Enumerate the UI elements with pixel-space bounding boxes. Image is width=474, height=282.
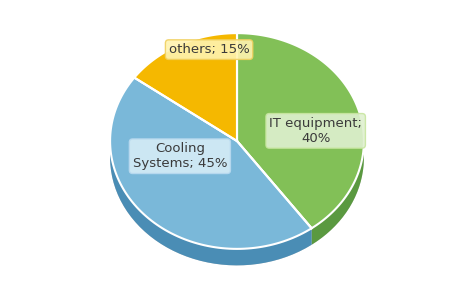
Polygon shape [110,142,311,265]
Polygon shape [134,33,237,141]
Polygon shape [311,143,364,245]
Text: IT equipment;
40%: IT equipment; 40% [269,117,362,145]
Polygon shape [237,33,364,228]
Text: Cooling
Systems; 45%: Cooling Systems; 45% [133,142,227,170]
Text: others; 15%: others; 15% [169,43,249,56]
Polygon shape [110,50,364,265]
Polygon shape [110,78,311,249]
